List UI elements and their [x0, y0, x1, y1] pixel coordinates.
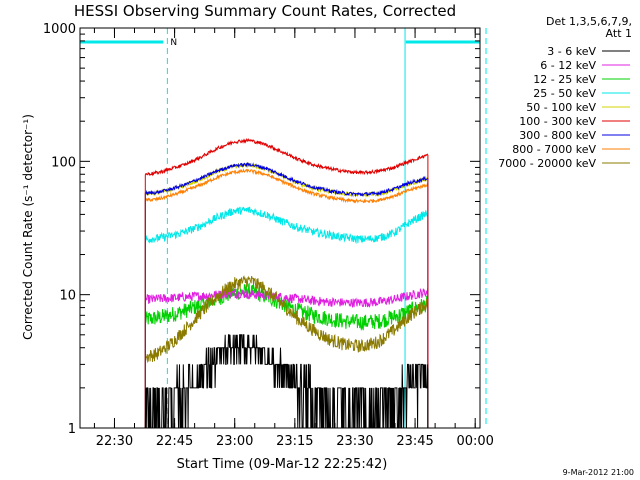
y-tick-label: 10 — [59, 289, 76, 304]
series-3-6-kev-line — [144, 334, 429, 429]
series-25-50-kev-line — [144, 206, 428, 428]
y-tick-label: 100 — [51, 155, 76, 170]
series-300-800-kev-line — [144, 162, 429, 428]
series-6-12-kev-line — [144, 287, 429, 428]
annotation-1: N — [170, 38, 177, 48]
legend-label-6: 100 - 300 keV — [519, 115, 596, 128]
x-tick-label: 23:45 — [396, 434, 433, 449]
series-12-25-kev-line — [144, 282, 429, 428]
x-tick-label: 23:15 — [276, 434, 313, 449]
legend-label-2: 6 - 12 keV — [540, 59, 596, 72]
legend-label-9: 7000 - 20000 keV — [498, 157, 596, 170]
chart-title: HESSI Observing Summary Count Rates, Cor… — [74, 2, 456, 20]
legend-label-4: 25 - 50 keV — [533, 87, 596, 100]
y-tick-label: 1000 — [43, 22, 76, 37]
plot-area: N 1 10 100 1000 22:30 22:45 23:00 23:15 23:30 23:4… — [43, 22, 494, 449]
x-tick-label: 00:00 — [456, 434, 493, 449]
x-axis-label: Start Time (09-Mar-12 22:25:42) — [177, 457, 388, 472]
series-7000-20000-kev-line — [144, 275, 429, 388]
x-tick-label: 22:45 — [156, 434, 193, 449]
y-tick-label: 1 — [68, 422, 76, 437]
axes-frame — [79, 27, 481, 429]
series-800-7000-kev-line — [144, 168, 429, 428]
y-axis-label: Corrected Count Rate (s⁻¹ detector⁻¹) — [21, 114, 35, 340]
x-tick-label: 23:00 — [216, 434, 253, 449]
legend-header-1: Det 1,3,5,6,7,9, — [546, 15, 632, 28]
legend-label-1: 3 - 6 keV — [547, 45, 596, 58]
x-tick-label: 23:30 — [336, 434, 373, 449]
x-tick-label: 22:30 — [96, 434, 133, 449]
legend-label-7: 300 - 800 keV — [519, 129, 596, 142]
legend-header-2: Att 1 — [606, 27, 632, 40]
legend-label-3: 12 - 25 keV — [533, 73, 596, 86]
legend-label-8: 800 - 7000 keV — [512, 143, 596, 156]
legend-label-5: 50 - 100 keV — [526, 101, 596, 114]
series-100-300-kev-line — [144, 138, 429, 428]
footer-date: 9-Mar-2012 21:00 — [563, 468, 634, 477]
